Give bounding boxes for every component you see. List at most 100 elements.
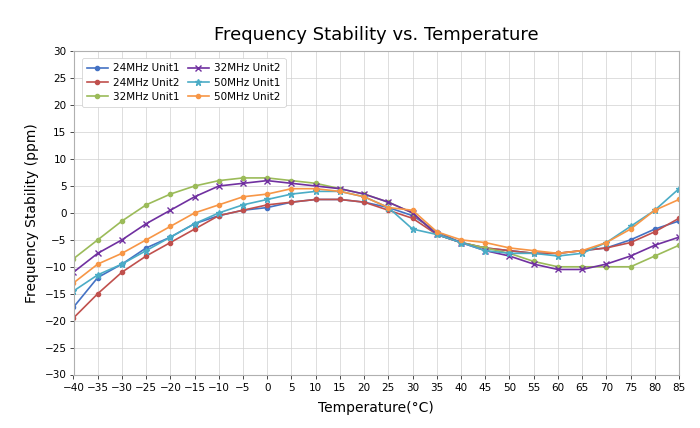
24MHz Unit2 [287, 199, 295, 205]
50MHz Unit2 [529, 248, 538, 253]
32MHz Unit2 [578, 267, 587, 272]
24MHz Unit2 [505, 248, 514, 253]
24MHz Unit2 [675, 216, 683, 221]
24MHz Unit2 [481, 245, 489, 250]
24MHz Unit1 [384, 205, 393, 210]
24MHz Unit2 [578, 248, 587, 253]
50MHz Unit1 [312, 189, 320, 194]
32MHz Unit2 [481, 248, 489, 253]
32MHz Unit2 [602, 262, 610, 267]
24MHz Unit2 [142, 253, 150, 259]
32MHz Unit1 [69, 256, 78, 261]
50MHz Unit2 [481, 240, 489, 245]
32MHz Unit2 [94, 251, 102, 256]
24MHz Unit1 [69, 305, 78, 310]
24MHz Unit1 [118, 262, 126, 267]
32MHz Unit1 [650, 253, 659, 259]
50MHz Unit2 [190, 211, 199, 216]
Y-axis label: Frequency Stability (ppm): Frequency Stability (ppm) [25, 123, 39, 303]
50MHz Unit2 [626, 226, 635, 232]
32MHz Unit2 [239, 181, 247, 186]
50MHz Unit2 [675, 197, 683, 202]
24MHz Unit1 [626, 237, 635, 242]
24MHz Unit2 [215, 213, 223, 218]
50MHz Unit1 [239, 202, 247, 208]
50MHz Unit2 [69, 280, 78, 285]
32MHz Unit2 [505, 253, 514, 259]
32MHz Unit2 [433, 232, 441, 237]
X-axis label: Temperature(°C): Temperature(°C) [318, 401, 434, 415]
Line: 24MHz Unit1: 24MHz Unit1 [71, 197, 681, 309]
50MHz Unit2 [578, 248, 587, 253]
32MHz Unit1 [626, 264, 635, 269]
50MHz Unit1 [505, 251, 514, 256]
50MHz Unit1 [433, 232, 441, 237]
32MHz Unit1 [578, 264, 587, 269]
50MHz Unit2 [384, 205, 393, 210]
50MHz Unit2 [94, 262, 102, 267]
24MHz Unit2 [433, 232, 441, 237]
32MHz Unit1 [408, 211, 416, 216]
Line: 50MHz Unit1: 50MHz Unit1 [70, 185, 682, 294]
50MHz Unit1 [650, 208, 659, 213]
32MHz Unit1 [166, 191, 174, 196]
24MHz Unit2 [457, 240, 466, 245]
50MHz Unit2 [433, 229, 441, 235]
32MHz Unit1 [433, 232, 441, 237]
24MHz Unit1 [94, 275, 102, 280]
50MHz Unit2 [142, 237, 150, 242]
32MHz Unit2 [626, 253, 635, 259]
24MHz Unit1 [505, 248, 514, 253]
50MHz Unit1 [287, 191, 295, 196]
32MHz Unit1 [336, 186, 344, 191]
32MHz Unit1 [142, 202, 150, 208]
50MHz Unit1 [142, 248, 150, 253]
50MHz Unit2 [336, 189, 344, 194]
50MHz Unit1 [94, 272, 102, 277]
24MHz Unit2 [312, 197, 320, 202]
50MHz Unit2 [215, 202, 223, 208]
50MHz Unit2 [166, 224, 174, 229]
24MHz Unit2 [336, 197, 344, 202]
24MHz Unit1 [287, 199, 295, 205]
32MHz Unit1 [554, 264, 562, 269]
50MHz Unit2 [650, 208, 659, 213]
32MHz Unit2 [650, 243, 659, 248]
24MHz Unit1 [408, 213, 416, 218]
24MHz Unit2 [626, 240, 635, 245]
32MHz Unit1 [529, 259, 538, 264]
32MHz Unit2 [408, 211, 416, 216]
50MHz Unit2 [239, 194, 247, 199]
24MHz Unit2 [118, 270, 126, 275]
32MHz Unit1 [118, 218, 126, 223]
24MHz Unit2 [529, 251, 538, 256]
50MHz Unit1 [263, 197, 272, 202]
24MHz Unit2 [650, 229, 659, 235]
50MHz Unit2 [408, 208, 416, 213]
50MHz Unit1 [529, 251, 538, 256]
24MHz Unit2 [384, 208, 393, 213]
32MHz Unit2 [360, 191, 368, 196]
24MHz Unit1 [166, 235, 174, 240]
32MHz Unit1 [457, 240, 466, 245]
24MHz Unit1 [481, 245, 489, 250]
32MHz Unit1 [505, 251, 514, 256]
32MHz Unit1 [675, 243, 683, 248]
32MHz Unit1 [94, 237, 102, 242]
50MHz Unit1 [166, 235, 174, 240]
32MHz Unit2 [215, 184, 223, 189]
24MHz Unit2 [360, 199, 368, 205]
50MHz Unit2 [287, 186, 295, 191]
24MHz Unit1 [457, 240, 466, 245]
24MHz Unit1 [433, 229, 441, 235]
24MHz Unit2 [239, 208, 247, 213]
32MHz Unit1 [287, 178, 295, 183]
50MHz Unit1 [69, 288, 78, 294]
32MHz Unit2 [675, 235, 683, 240]
32MHz Unit1 [602, 264, 610, 269]
32MHz Unit1 [215, 178, 223, 183]
Line: 32MHz Unit1: 32MHz Unit1 [71, 176, 681, 269]
32MHz Unit2 [312, 184, 320, 189]
50MHz Unit1 [626, 224, 635, 229]
24MHz Unit2 [408, 216, 416, 221]
